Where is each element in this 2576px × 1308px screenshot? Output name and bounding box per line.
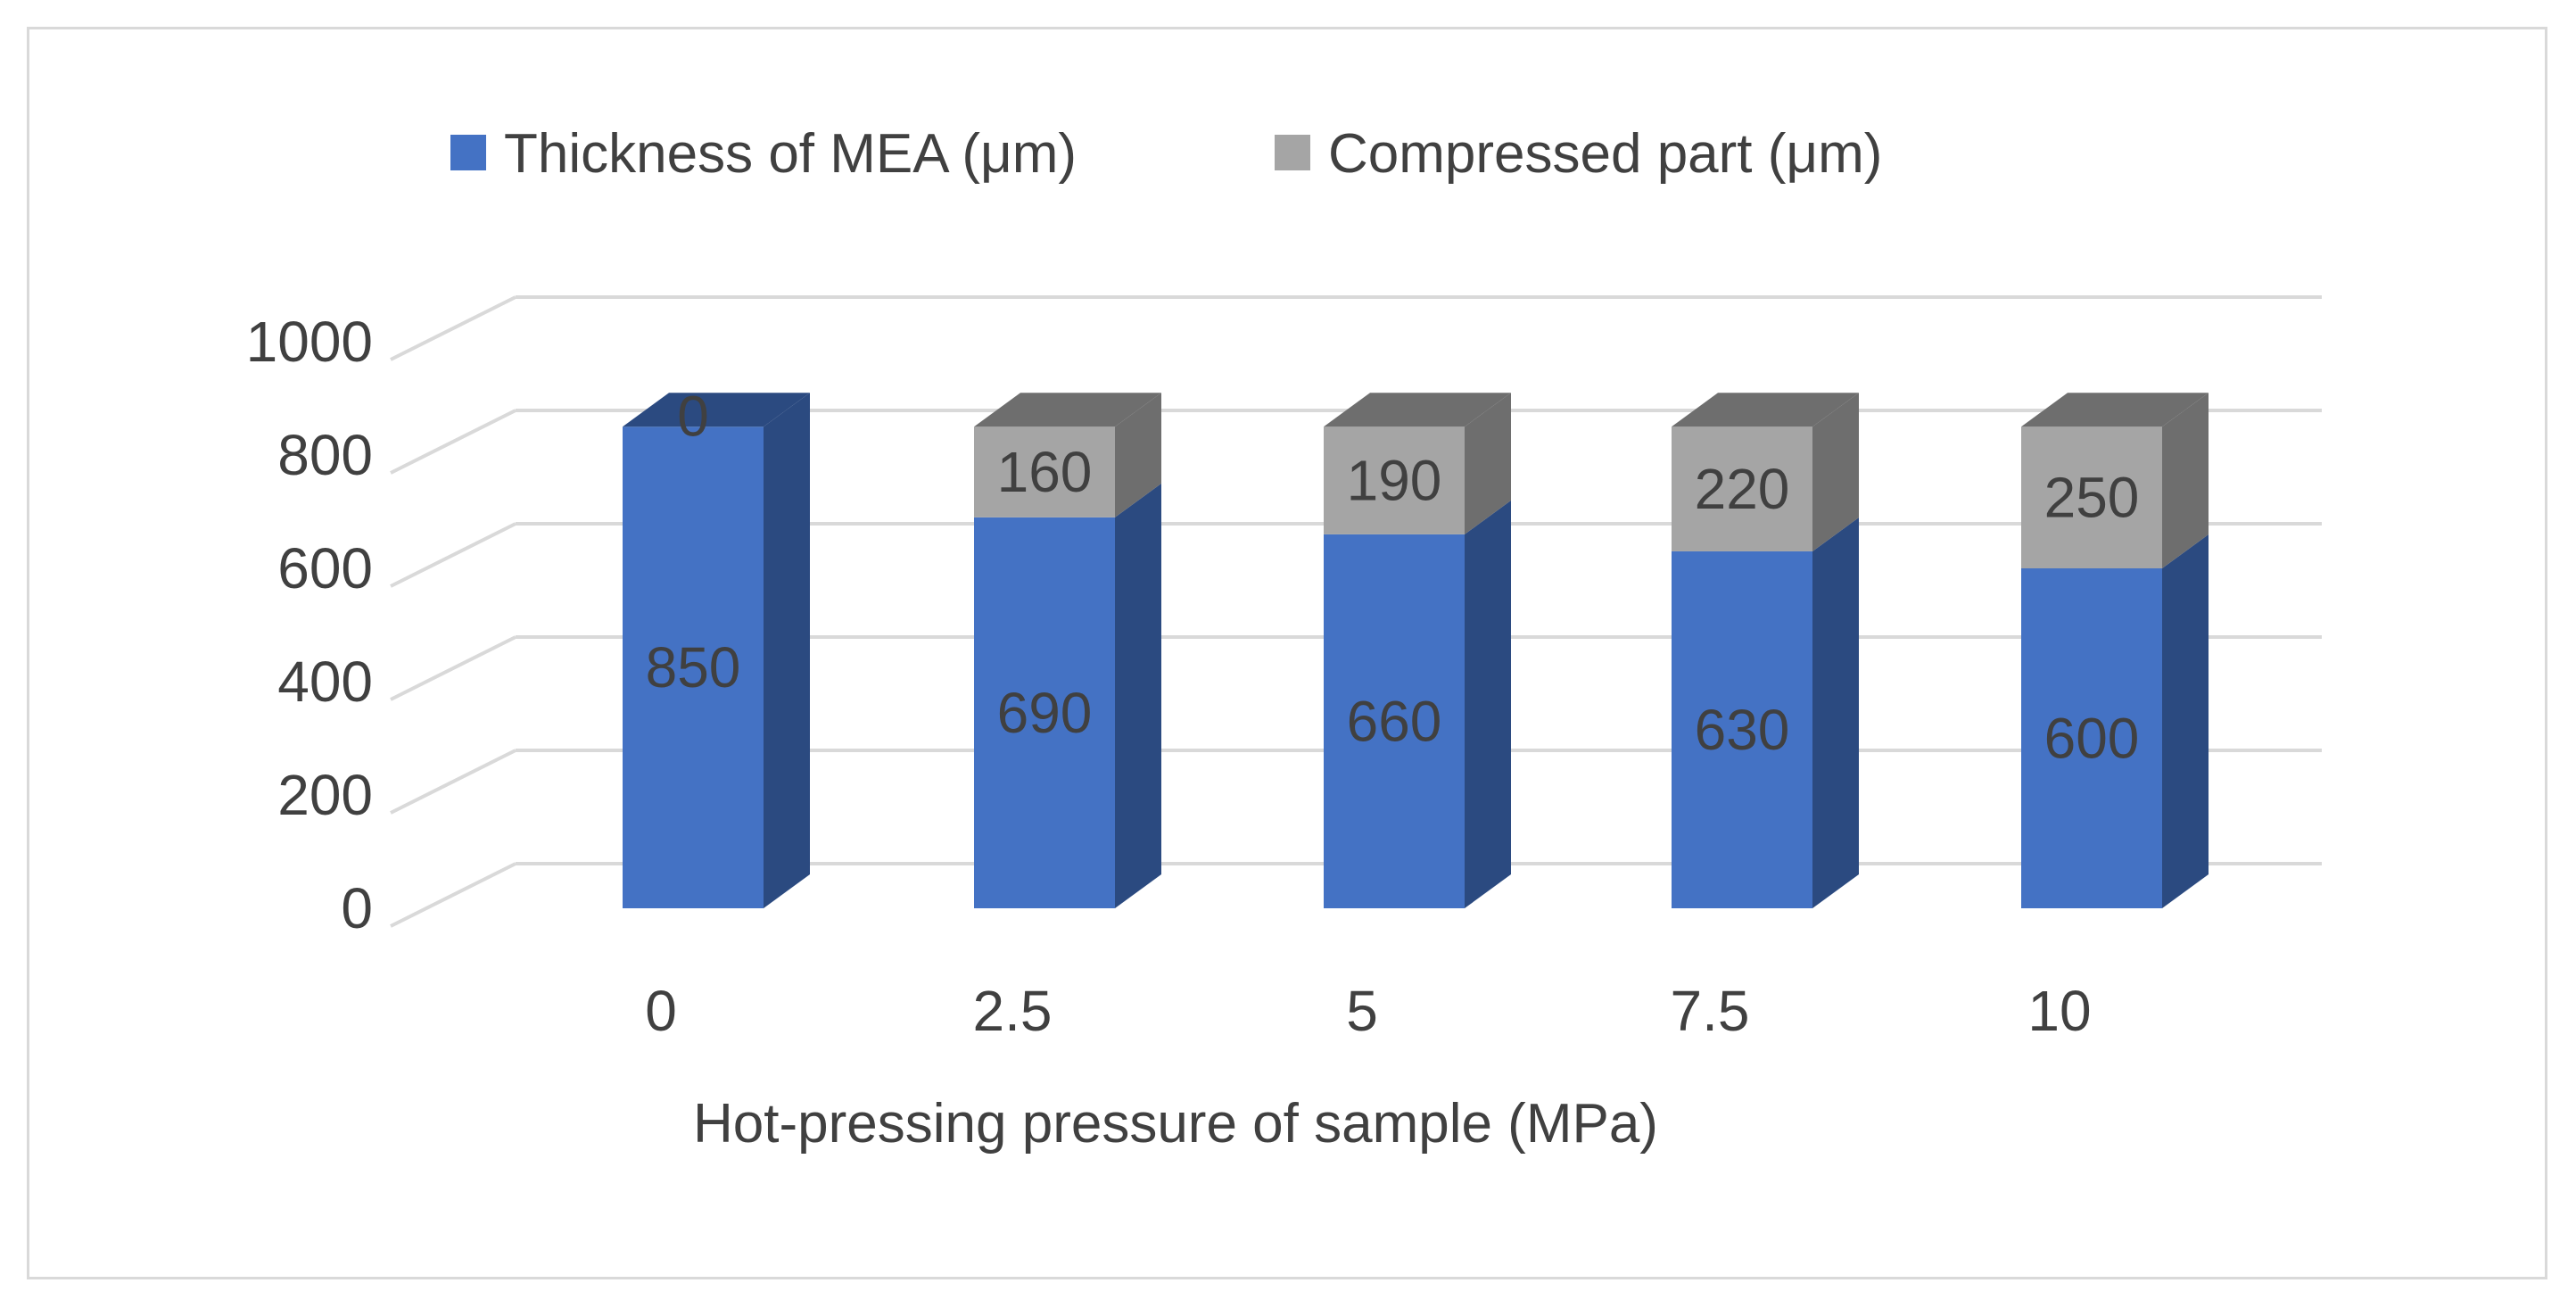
bar-compressed-5 [1324,426,1465,534]
legend: Thickness of MEA (μm) Compressed part (μ… [450,123,1882,185]
bar-top-7-5 [1672,393,1859,427]
y-tick-label: 800 [277,423,373,487]
legend-swatch-compressed [1275,135,1310,170]
bar-side-thickness-5 [1465,500,1511,908]
bar-top-0 [623,393,810,427]
x-tick-label-0: 0 [645,979,677,1043]
bar-side-compressed-5 [1465,393,1511,534]
gridline-diagonal [390,409,516,475]
bar-side-compressed-2-5 [1115,393,1161,517]
gridline-diagonal [390,635,516,701]
x-tick-label-5: 5 [1346,979,1378,1043]
bar-side-thickness-2-5 [1115,483,1161,908]
bar-side-compressed-7-5 [1812,393,1859,551]
bar-thickness-0 [623,426,764,908]
data-label-compressed-2-5: 160 [997,440,1093,504]
x-axis-ticks: 0 2.5 5 7.5 10 [645,979,2091,1043]
chart-frame: Thickness of MEA (μm) Compressed part (μ… [27,27,2547,1279]
data-label-compressed-7-5: 220 [1695,457,1790,521]
chart-canvas: Thickness of MEA (μm) Compressed part (μ… [246,123,2322,1155]
data-label-compressed-10: 250 [2044,466,2140,530]
gridline-diagonal [390,862,516,928]
bar-side-thickness-10 [2162,534,2209,908]
y-tick-label: 200 [277,763,373,827]
y-tick-label: 0 [341,876,373,940]
bar-thickness-2-5 [974,517,1115,908]
bar-top-10 [2021,393,2209,427]
bar-side-compressed-10 [2162,393,2209,568]
y-tick-label: 1000 [246,310,373,374]
data-label-thickness-5: 660 [1347,689,1442,753]
data-label-thickness-7-5: 630 [1695,698,1790,762]
x-tick-label-2-5: 2.5 [973,979,1053,1043]
x-tick-label-7-5: 7.5 [1671,979,1750,1043]
y-tick-label: 600 [277,536,373,600]
bars: 850 0 690 160 660 190 630 220 600 250 [623,384,2209,908]
gridline-diagonal [390,522,516,588]
data-label-thickness-10: 600 [2044,707,2140,771]
y-axis-ticks: 0 200 400 600 800 1000 [246,310,373,940]
data-label-thickness-2-5: 690 [997,681,1093,745]
x-tick-label-10: 10 [2027,979,2091,1043]
bar-thickness-10 [2021,568,2162,908]
data-label-compressed-5: 190 [1347,449,1442,513]
bar-top-2-5 [974,393,1161,427]
bar-side-thickness-7-5 [1812,517,1859,908]
gridline-diagonal [390,749,516,815]
bar-thickness-5 [1324,534,1465,908]
y-tick-label: 400 [277,650,373,714]
data-label-compressed-0: 0 [677,384,709,448]
bar-side-thickness-0 [764,393,810,908]
bar-compressed-2-5 [974,426,1115,517]
legend-label-compressed: Compressed part (μm) [1328,123,1882,185]
bar-compressed-7-5 [1672,426,1812,551]
x-axis-title: Hot-pressing pressure of sample (MPa) [693,1093,1658,1155]
legend-swatch-thickness [450,135,486,170]
data-label-thickness-0: 850 [646,635,741,700]
bar-compressed-10 [2021,426,2162,568]
legend-label-thickness: Thickness of MEA (μm) [504,123,1077,185]
bar-top-5 [1324,393,1511,427]
gridline-diagonal [390,295,516,361]
bar-thickness-7-5 [1672,551,1812,908]
